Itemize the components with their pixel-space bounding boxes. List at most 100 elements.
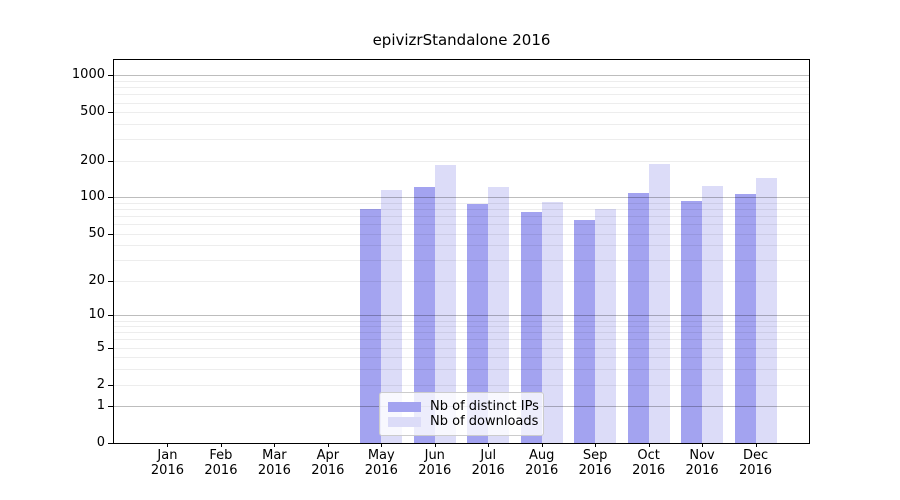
y-tick-label: 200 (80, 152, 105, 168)
x-tick-label-year: 2016 (632, 463, 666, 478)
bar-distinct-ips (520, 211, 542, 443)
x-tick-label-month: Jul (480, 448, 497, 463)
y-tick-label: 1000 (71, 67, 105, 83)
bar-downloads (541, 202, 563, 443)
minor-gridline (114, 102, 809, 104)
y-tick-mark (108, 406, 113, 408)
x-tick-label-year: 2016 (685, 463, 719, 478)
y-tick-label: 1 (96, 398, 105, 414)
minor-gridline (114, 203, 809, 205)
minor-gridline (114, 332, 809, 334)
minor-gridline (114, 320, 809, 322)
x-tick-label-month: Jan (157, 448, 178, 463)
bar-downloads (434, 164, 456, 443)
x-tick-label-year: 2016 (418, 463, 452, 478)
minor-gridline (114, 216, 809, 218)
bar-downloads (595, 208, 617, 443)
minor-gridline (114, 124, 809, 126)
x-tick-label: Jan 2016 (132, 448, 202, 478)
minor-gridline (114, 112, 809, 114)
legend-swatch-distinct-ips (388, 401, 421, 412)
x-tick-label-year: 2016 (257, 463, 291, 478)
y-tick-mark (108, 281, 113, 283)
x-tick-mark (220, 443, 222, 447)
x-tick-label-year: 2016 (204, 463, 238, 478)
bar-distinct-ips (360, 209, 382, 443)
x-tick-label-year: 2016 (578, 463, 612, 478)
x-tick-label: Mar 2016 (239, 448, 309, 478)
bar-downloads (381, 189, 403, 443)
x-tick-label: Dec 2016 (721, 448, 791, 478)
x-tick-mark (648, 443, 650, 447)
legend-item-distinct-ips: Nb of distinct IPs (388, 399, 539, 414)
y-tick-label: 100 (80, 189, 105, 205)
x-tick-label-year: 2016 (471, 463, 505, 478)
minor-gridline (114, 357, 809, 359)
y-tick-mark (108, 160, 113, 162)
x-tick-label-year: 2016 (364, 463, 398, 478)
major-gridline (114, 315, 809, 317)
x-tick-label: Sep 2016 (560, 448, 630, 478)
minor-gridline (114, 347, 809, 349)
bar-downloads (488, 187, 510, 443)
minor-gridline (114, 94, 809, 96)
x-tick-mark (381, 443, 383, 447)
x-tick-label-month: Sep (582, 448, 608, 463)
legend: Nb of distinct IPs Nb of downloads (379, 392, 544, 436)
y-tick-label: 0 (96, 435, 105, 450)
minor-gridline (114, 233, 809, 235)
minor-gridline (114, 369, 809, 371)
x-tick-mark (595, 443, 597, 447)
x-tick-label-month: Mar (262, 448, 287, 463)
x-tick-label-month: May (367, 448, 395, 463)
x-tick-mark (541, 443, 543, 447)
minor-gridline (114, 326, 809, 328)
y-tick-label: 5 (96, 339, 105, 355)
y-tick-label: 500 (80, 104, 105, 120)
x-tick-label: Jul 2016 (453, 448, 523, 478)
minor-gridline (114, 384, 809, 386)
bar-distinct-ips (467, 203, 489, 443)
y-tick-label: 2 (96, 376, 105, 392)
y-tick-mark (108, 75, 113, 77)
x-tick-mark (167, 443, 169, 447)
y-tick-label: 10 (88, 307, 105, 323)
minor-gridline (114, 339, 809, 341)
minor-gridline (114, 245, 809, 247)
bar-downloads (702, 185, 724, 443)
chart-title: epivizrStandalone 2016 (372, 31, 551, 49)
legend-label-distinct-ips: Nb of distinct IPs (430, 399, 539, 414)
x-tick-label: Oct 2016 (614, 448, 684, 478)
y-tick-mark (108, 112, 113, 114)
bar-distinct-ips (734, 194, 756, 443)
x-tick-label: Apr 2016 (293, 448, 363, 478)
x-tick-label-year: 2016 (311, 463, 345, 478)
x-tick-label: Nov 2016 (667, 448, 737, 478)
y-tick-label: 50 (88, 225, 105, 241)
y-tick-mark (108, 443, 113, 444)
x-tick-label-year: 2016 (150, 463, 184, 478)
x-tick-label-month: Aug (528, 448, 555, 463)
minor-gridline (114, 224, 809, 226)
y-tick-mark (108, 197, 113, 199)
minor-gridline (114, 139, 809, 141)
x-tick-label-year: 2016 (525, 463, 559, 478)
x-tick-label-month: Jun (424, 448, 445, 463)
major-gridline (114, 75, 809, 77)
bar-distinct-ips (413, 186, 435, 443)
minor-gridline (114, 209, 809, 211)
bar-downloads (648, 164, 670, 443)
x-tick-label: Jun 2016 (400, 448, 470, 478)
x-tick-label-month: Nov (689, 448, 715, 463)
major-gridline (114, 197, 809, 199)
x-tick-label-month: Oct (637, 448, 660, 463)
minor-gridline (114, 260, 809, 262)
y-tick-mark (108, 233, 113, 235)
minor-gridline (114, 81, 809, 83)
minor-gridline (114, 160, 809, 162)
x-tick-mark (434, 443, 436, 447)
x-tick-label: Aug 2016 (507, 448, 577, 478)
y-tick-mark (108, 384, 113, 386)
bar-distinct-ips (681, 201, 703, 443)
